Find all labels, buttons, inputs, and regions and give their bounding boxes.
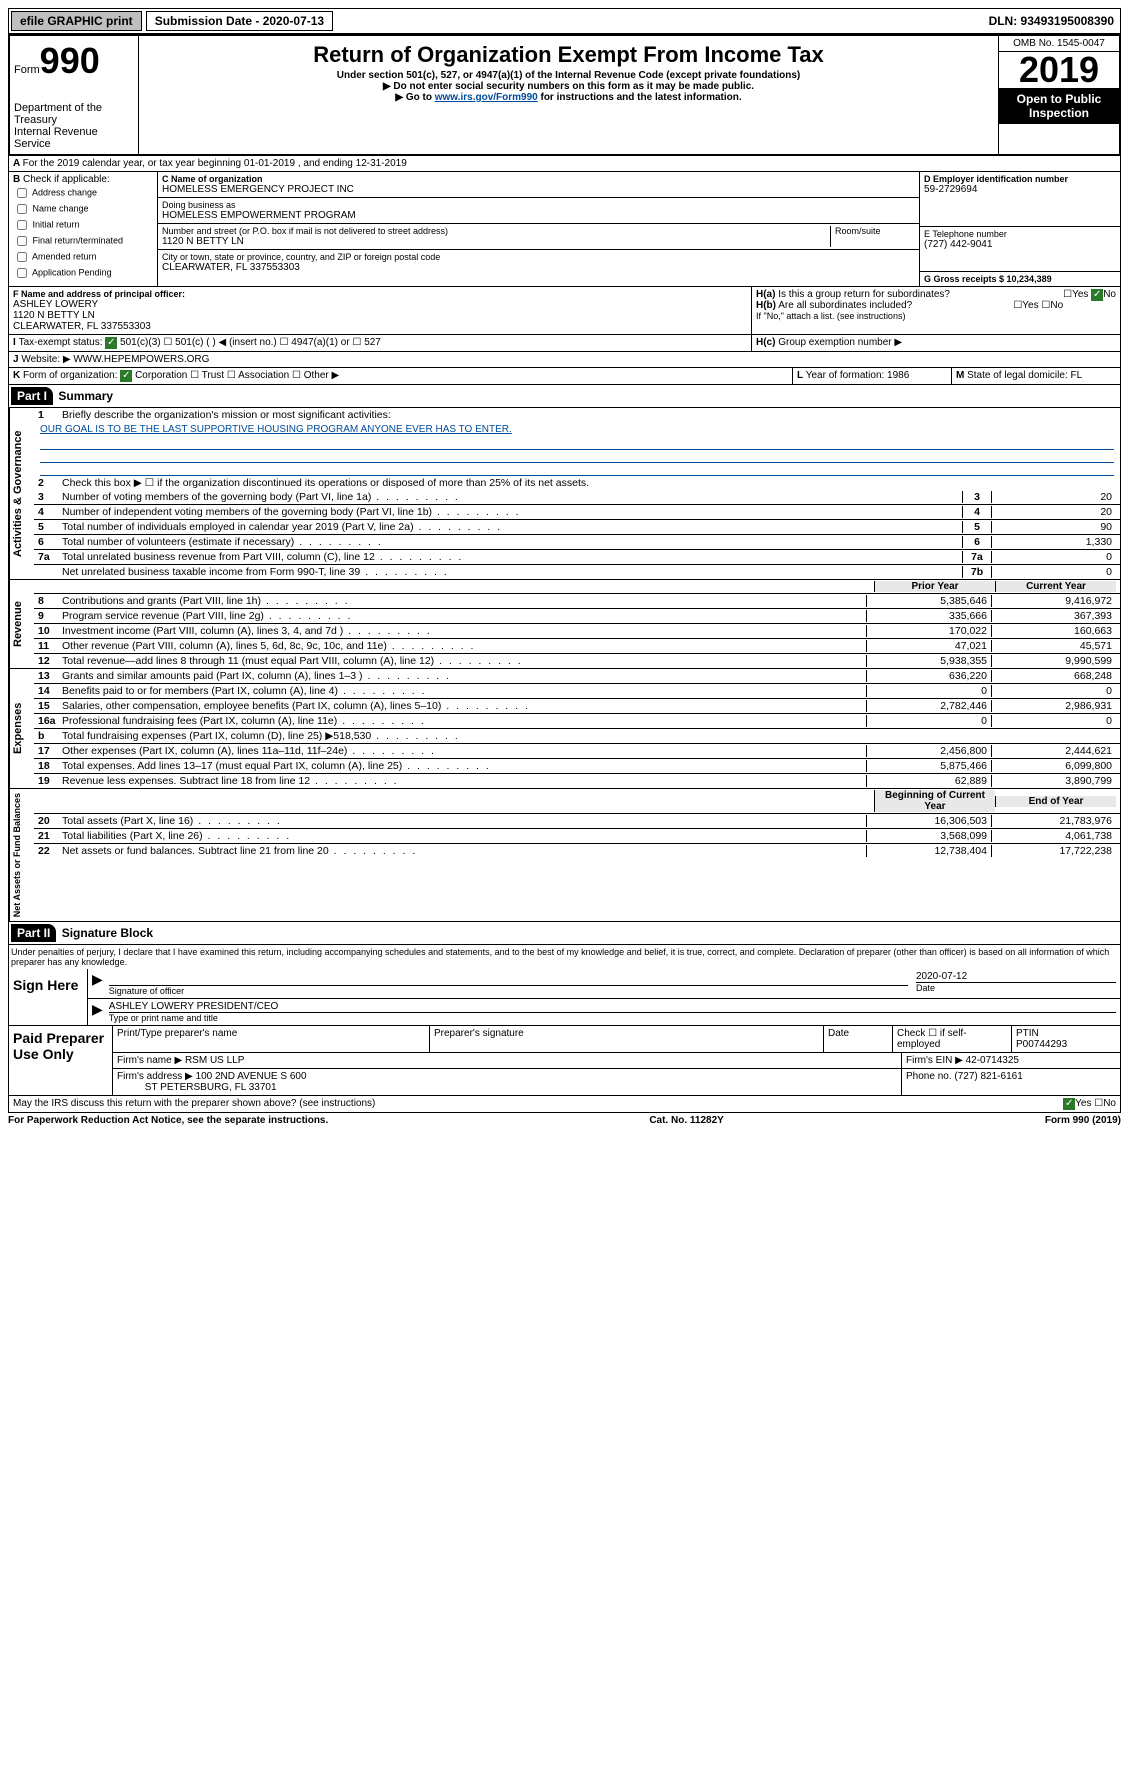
part-ii-header: Part II [11, 924, 56, 942]
org-name: HOMELESS EMERGENCY PROJECT INC [162, 184, 915, 195]
check-application-pending[interactable]: Application Pending [13, 265, 153, 281]
paid-preparer-label: Paid Preparer Use Only [9, 1026, 112, 1095]
form990-link[interactable]: www.irs.gov/Form990 [435, 92, 538, 103]
check-initial-return[interactable]: Initial return [13, 217, 153, 233]
perjury-statement: Under penalties of perjury, I declare th… [8, 945, 1121, 969]
irs-label: Internal Revenue Service [14, 126, 134, 150]
submission-date: Submission Date - 2020-07-13 [146, 11, 333, 31]
check-address-change[interactable]: Address change [13, 185, 153, 201]
box-b: B Check if applicable: Address change Na… [9, 172, 158, 286]
box-a: A For the 2019 calendar year, or tax yea… [9, 156, 1120, 171]
footer-left: For Paperwork Reduction Act Notice, see … [8, 1115, 328, 1126]
check-corporation[interactable]: ✓ [120, 370, 132, 382]
officer-name-title: ASHLEY LOWERY PRESIDENT/CEO [109, 1001, 1116, 1013]
dept-label: Department of the Treasury [14, 102, 134, 126]
open-public-badge: Open to Public Inspection [999, 88, 1119, 124]
check-final-return[interactable]: Final return/terminated [13, 233, 153, 249]
check-amended[interactable]: Amended return [13, 249, 153, 265]
subtitle-2: ▶ Do not enter social security numbers o… [143, 81, 994, 92]
tax-year: 2019 [999, 52, 1119, 88]
officer-name: ASHLEY LOWERY [13, 299, 747, 310]
efile-button[interactable]: efile GRAPHIC print [11, 11, 142, 31]
form-number: Form990 [14, 40, 134, 82]
sig-date: 2020-07-12 [916, 971, 1116, 983]
state-domicile: State of legal domicile: FL [967, 370, 1082, 381]
sign-here-label: Sign Here [9, 969, 87, 1025]
dba-name: HOMELESS EMPOWERMENT PROGRAM [162, 210, 915, 221]
website: WWW.HEPEMPOWERS.ORG [73, 354, 209, 365]
activities-governance-label: Activities & Governance [9, 408, 34, 579]
firm-phone: Phone no. (727) 821-6161 [902, 1069, 1120, 1095]
officer-addr1: 1120 N BETTY LN [13, 310, 747, 321]
year-formation: Year of formation: 1986 [806, 370, 910, 381]
street-address: 1120 N BETTY LN [162, 236, 830, 247]
ptin: P00744293 [1016, 1039, 1067, 1050]
gross-receipts: G Gross receipts $ 10,234,389 [924, 274, 1116, 284]
city-state-zip: CLEARWATER, FL 337553303 [162, 262, 915, 273]
revenue-label: Revenue [9, 580, 34, 668]
expenses-label: Expenses [9, 669, 34, 788]
firm-address: 100 2ND AVENUE S 600 [196, 1071, 307, 1082]
form-title: Return of Organization Exempt From Incom… [143, 42, 994, 68]
mission-statement: OUR GOAL IS TO BE THE LAST SUPPORTIVE HO… [34, 422, 1120, 437]
check-name-change[interactable]: Name change [13, 201, 153, 217]
subtitle-3: ▶ Go to www.irs.gov/Form990 for instruct… [143, 92, 994, 103]
subtitle-1: Under section 501(c), 527, or 4947(a)(1)… [143, 70, 994, 81]
check-501c3[interactable]: ✓ [105, 337, 117, 349]
telephone: (727) 442-9041 [924, 239, 1116, 250]
footer-mid: Cat. No. 11282Y [649, 1115, 723, 1126]
footer-right: Form 990 (2019) [1045, 1115, 1121, 1126]
firm-ein: Firm's EIN ▶ 42-0714325 [902, 1053, 1120, 1068]
part-i-header: Part I [11, 387, 53, 405]
officer-addr2: CLEARWATER, FL 337553303 [13, 321, 747, 332]
ein: 59-2729694 [924, 184, 1116, 195]
dln: DLN: 93493195008390 [989, 14, 1118, 28]
firm-name: RSM US LLP [185, 1055, 244, 1066]
net-assets-label: Net Assets or Fund Balances [9, 789, 34, 921]
